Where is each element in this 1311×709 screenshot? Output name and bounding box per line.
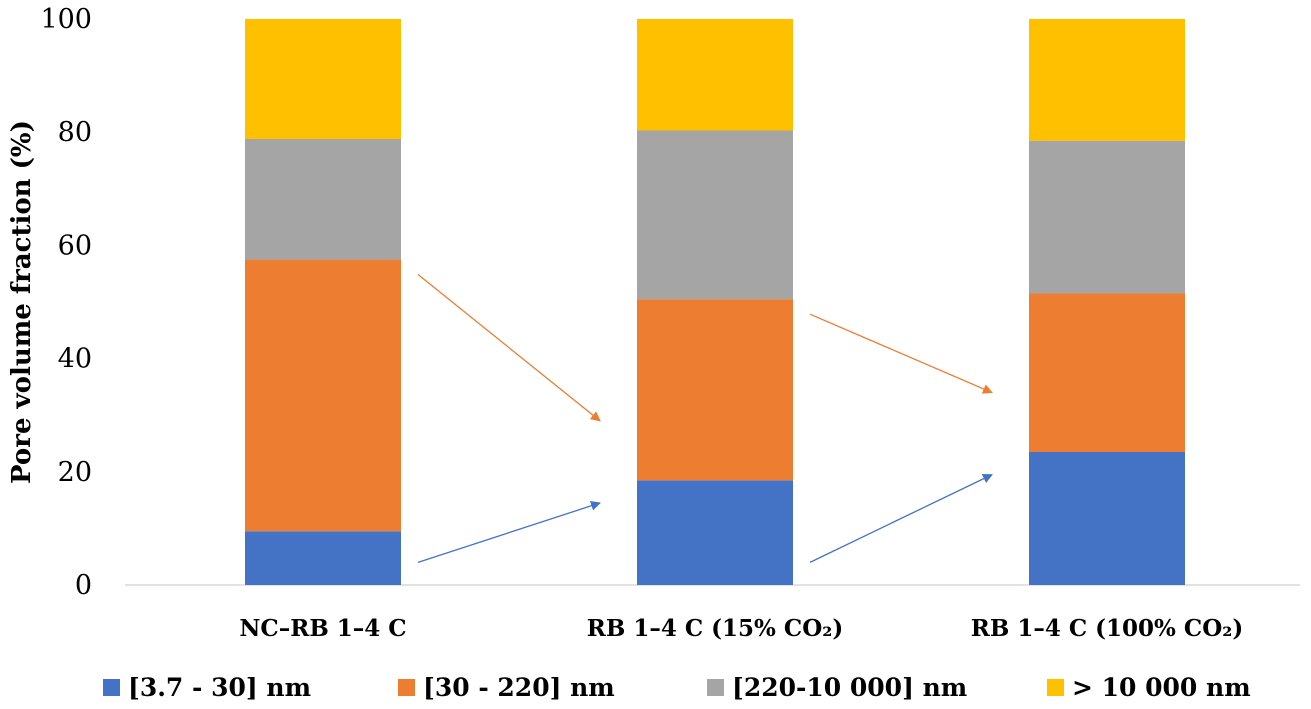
orange-trend-arrow bbox=[809, 313, 993, 394]
bar-segment bbox=[637, 299, 793, 481]
blue-trend-arrow bbox=[809, 474, 993, 563]
y-tick-label: 0 bbox=[75, 570, 92, 601]
legend-swatch bbox=[103, 679, 120, 696]
bar-segment bbox=[1029, 19, 1185, 141]
legend-label: [30 - 220] nm bbox=[423, 673, 615, 702]
legend-swatch bbox=[398, 679, 415, 696]
y-tick-label: 100 bbox=[40, 4, 92, 35]
bar-segment bbox=[245, 138, 401, 260]
legend-label: [220-10 000] nm bbox=[732, 673, 967, 702]
bar-segment bbox=[1029, 140, 1185, 294]
blue-trend-arrow bbox=[417, 500, 601, 563]
bar-segment bbox=[245, 531, 401, 585]
x-category-label: RB 1–4 C (15% CO₂) bbox=[587, 615, 843, 642]
bars-group bbox=[245, 19, 1185, 585]
bar-segment bbox=[637, 480, 793, 585]
legend-swatch bbox=[1047, 679, 1064, 696]
bar-segment bbox=[637, 130, 793, 300]
legend: [3.7 - 30] nm [30 - 220] nm [220-10 000] n… bbox=[103, 673, 1251, 702]
x-category-label: NC–RB 1–4 C bbox=[239, 615, 406, 642]
legend-label: [3.7 - 30] nm bbox=[128, 673, 311, 702]
y-tick-label: 80 bbox=[58, 117, 92, 148]
legend-swatch bbox=[707, 679, 724, 696]
y-tick-label: 40 bbox=[58, 344, 92, 375]
bar-segment bbox=[245, 19, 401, 139]
bar-segment bbox=[245, 259, 401, 532]
y-tick-label: 60 bbox=[58, 230, 92, 261]
x-category-label: RB 1–4 C (100% CO₂) bbox=[971, 615, 1243, 642]
bar-segment bbox=[1029, 293, 1185, 452]
legend-label: > 10 000 nm bbox=[1072, 673, 1251, 702]
y-tick-label: 20 bbox=[58, 457, 92, 488]
bar-segment bbox=[1029, 451, 1185, 585]
axis-labels: Pore volume fraction (%) 0 20 40 60 80 100 NC–… bbox=[7, 4, 1243, 642]
annotation-arrows bbox=[417, 274, 993, 563]
bar-segment bbox=[637, 19, 793, 131]
y-axis-label: Pore volume fraction (%) bbox=[7, 120, 37, 484]
orange-trend-arrow bbox=[417, 274, 601, 422]
